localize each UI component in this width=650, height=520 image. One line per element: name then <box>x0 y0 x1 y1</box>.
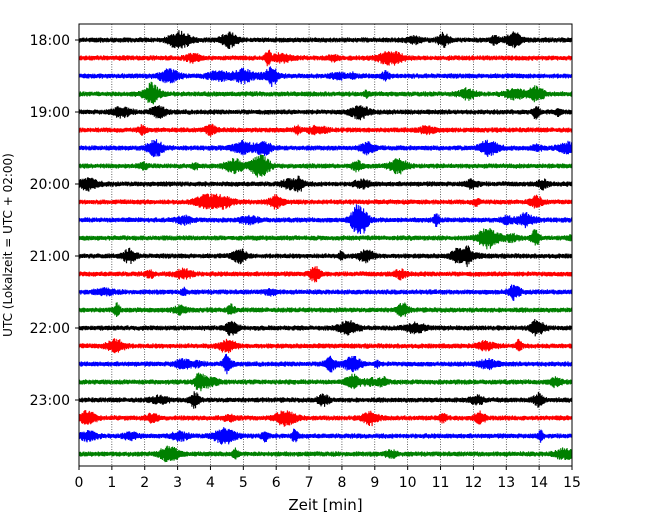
trace-2245 <box>78 372 573 392</box>
x-tick-label: 4 <box>206 475 215 491</box>
y-tick-label: 21:00 <box>30 249 70 265</box>
x-tick-label: 10 <box>399 475 417 491</box>
x-tick-label: 1 <box>107 475 116 491</box>
trace-2145 <box>78 302 573 318</box>
trace-1930 <box>78 139 573 158</box>
trace-2130 <box>78 284 573 301</box>
y-tick-label: 22:00 <box>30 321 70 337</box>
x-tick-label: 14 <box>530 475 548 491</box>
x-tick-label: 15 <box>563 475 581 491</box>
x-tick-label: 7 <box>305 475 314 491</box>
trace-2000 <box>78 175 573 193</box>
trace-1830 <box>78 66 573 87</box>
y-tick-label: 23:00 <box>30 393 70 409</box>
trace-2045 <box>78 227 573 250</box>
trace-2215 <box>78 338 573 354</box>
trace-2200 <box>78 319 573 337</box>
trace-1915 <box>78 123 573 137</box>
y-axis-ticks: 18:00 19:00 20:00 21:00 22:00 23:00 <box>30 33 79 409</box>
x-tick-label: 11 <box>432 475 450 491</box>
y-tick-label: 18:00 <box>30 33 70 49</box>
x-axis-label: Zeit [min] <box>288 496 362 514</box>
x-tick-label: 3 <box>173 475 182 491</box>
y-tick-label: 20:00 <box>30 177 70 193</box>
trace-1945 <box>78 154 573 178</box>
trace-2030 <box>78 204 573 234</box>
trace-2345 <box>78 445 573 463</box>
y-tick-label: 19:00 <box>30 105 70 121</box>
trace-2015 <box>78 193 573 210</box>
y-axis-label: UTC (Lokalzeit = UTC + 02:00) <box>1 153 15 337</box>
trace-1815 <box>78 49 573 67</box>
grid-lines <box>111 24 540 466</box>
x-tick-label: 13 <box>497 475 515 491</box>
trace-2315 <box>78 410 573 427</box>
x-tick-label: 0 <box>75 475 84 491</box>
x-tick-label: 8 <box>337 475 346 491</box>
plot-frame <box>78 23 573 467</box>
x-tick-label: 6 <box>272 475 281 491</box>
seismic-traces <box>78 30 573 463</box>
trace-1900 <box>78 105 573 121</box>
x-tick-label: 9 <box>370 475 379 491</box>
x-tick-label: 2 <box>140 475 149 491</box>
trace-1800 <box>78 30 573 49</box>
trace-1845 <box>78 81 573 105</box>
x-axis-ticks: 0 1 2 3 4 5 6 7 8 9 10 11 12 13 14 15 <box>75 466 581 491</box>
trace-2330 <box>78 427 573 445</box>
x-tick-label: 12 <box>464 475 482 491</box>
trace-2115 <box>78 266 573 283</box>
x-tick-label: 5 <box>239 475 248 491</box>
trace-2230 <box>78 353 573 375</box>
trace-2100 <box>78 245 573 268</box>
trace-2300 <box>78 391 573 409</box>
